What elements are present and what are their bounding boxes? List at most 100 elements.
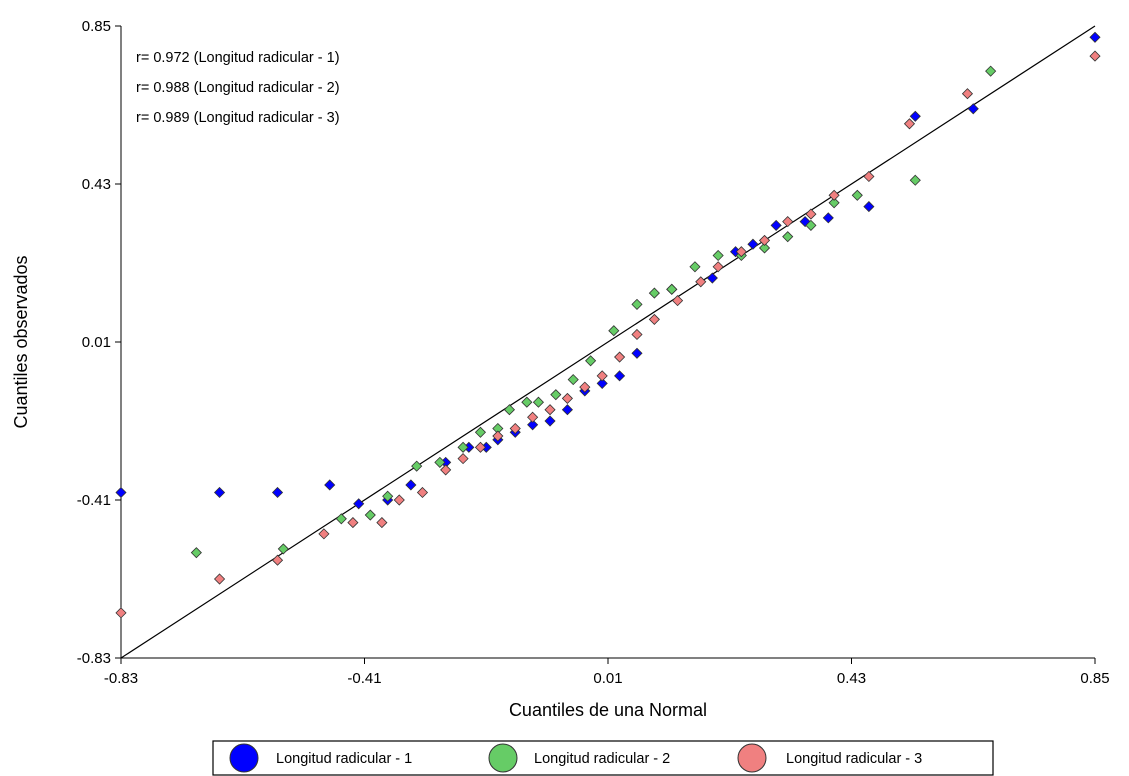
data-point	[782, 231, 794, 243]
legend-label-3: Longitud radicular - 3	[786, 751, 922, 767]
y-tick-label: -0.83	[77, 650, 111, 667]
data-point	[985, 65, 997, 77]
data-point	[1089, 50, 1101, 62]
data-point	[735, 246, 747, 258]
legend-marker-1	[229, 743, 259, 773]
data-point	[364, 509, 376, 521]
data-point	[822, 212, 834, 224]
data-point	[631, 298, 643, 310]
data-point	[324, 479, 336, 491]
annotation-r-3: r= 0.989 (Longitud radicular - 3)	[136, 110, 340, 126]
data-point	[115, 607, 127, 619]
data-point	[909, 174, 921, 186]
y-tick-label: 0.85	[82, 18, 111, 35]
data-point	[335, 513, 347, 525]
series-2	[190, 65, 997, 559]
data-point	[474, 426, 487, 438]
x-tick-label: 0.01	[593, 670, 622, 687]
data-point	[503, 404, 516, 416]
data-point	[318, 528, 330, 540]
legend-label-2: Longitud radicular - 2	[534, 751, 670, 767]
data-point	[666, 283, 678, 295]
data-point	[579, 381, 591, 393]
data-point	[828, 197, 840, 209]
data-point	[457, 453, 469, 465]
data-point	[434, 456, 446, 468]
data-point	[527, 411, 539, 423]
data-point	[190, 547, 202, 559]
data-point	[492, 430, 504, 442]
x-axis-title: Cuantiles de una Normal	[509, 700, 707, 720]
data-point	[648, 313, 660, 325]
data-point	[805, 208, 817, 220]
data-point	[1089, 31, 1101, 43]
data-point	[561, 404, 573, 416]
data-point	[614, 370, 626, 382]
data-point	[382, 490, 394, 502]
data-point	[509, 422, 521, 435]
data-point	[631, 347, 643, 359]
data-point	[706, 272, 718, 284]
y-tick-label: 0.43	[82, 176, 111, 193]
data-point	[544, 404, 556, 416]
data-point	[747, 238, 759, 250]
data-point	[213, 573, 226, 585]
data-point	[585, 355, 597, 367]
data-point	[277, 543, 289, 555]
data-point	[967, 103, 979, 115]
data-point	[411, 460, 423, 472]
data-point	[376, 517, 388, 529]
data-point	[405, 479, 417, 491]
data-point	[347, 517, 359, 529]
data-point	[758, 234, 771, 246]
data-point	[393, 494, 405, 506]
data-point	[672, 295, 684, 307]
data-point	[903, 118, 916, 130]
data-point	[271, 554, 284, 566]
y-tick-label: 0.01	[82, 334, 111, 351]
data-point	[532, 396, 544, 408]
data-point	[631, 328, 643, 341]
data-point	[353, 498, 365, 510]
data-point	[758, 242, 771, 254]
data-point	[115, 486, 127, 499]
data-point	[712, 249, 724, 262]
legend: Longitud radicular - 1 Longitud radicular…	[212, 740, 994, 776]
data-point	[695, 276, 707, 288]
data-point	[782, 216, 794, 228]
data-point	[770, 219, 782, 231]
data-point	[457, 441, 469, 453]
data-point	[474, 441, 487, 453]
x-tick-label: -0.41	[347, 670, 381, 687]
data-point	[596, 370, 608, 382]
legend-label-1: Longitud radicular - 1	[276, 751, 412, 767]
data-point	[213, 486, 226, 499]
y-axis-title: Cuantiles observados	[11, 255, 31, 428]
annotation-r-2: r= 0.988 (Longitud radicular - 2)	[136, 80, 340, 96]
data-point	[567, 374, 579, 386]
data-point	[851, 189, 863, 201]
data-point	[271, 486, 284, 499]
data-point	[596, 377, 608, 389]
data-point	[863, 201, 875, 213]
data-point	[689, 261, 701, 273]
series-3	[115, 50, 1101, 619]
data-point	[828, 189, 840, 201]
data-point	[909, 110, 921, 122]
annotation-r-1: r= 0.972 (Longitud radicular - 1)	[136, 50, 340, 66]
legend-box	[212, 740, 994, 776]
data-point	[614, 351, 626, 363]
data-point	[863, 170, 875, 183]
data-point	[416, 486, 429, 499]
data-point	[608, 325, 620, 337]
legend-marker-3	[737, 743, 767, 773]
data-point	[440, 464, 452, 476]
data-point	[648, 287, 660, 299]
data-point	[521, 396, 533, 408]
data-point	[550, 389, 562, 401]
data-point	[544, 415, 556, 427]
y-tick-label: -0.41	[77, 492, 111, 509]
data-point	[561, 392, 573, 404]
legend-marker-2	[488, 743, 518, 773]
